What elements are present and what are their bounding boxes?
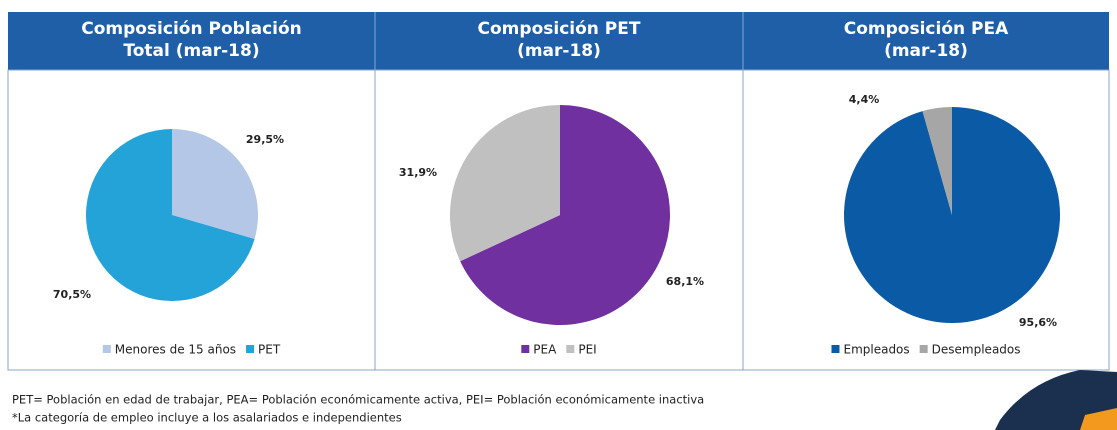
legend-label: PEA — [533, 343, 557, 357]
panel-title: (mar-18) — [884, 41, 968, 61]
legend-label: Empleados — [843, 343, 909, 357]
value-label: 70,5% — [53, 288, 91, 301]
legend-label: PEI — [578, 343, 596, 357]
value-label: 4,4% — [849, 93, 880, 106]
panel-title: Total (mar-18) — [123, 41, 259, 61]
legend-swatch — [521, 345, 530, 353]
value-label: 29,5% — [246, 133, 284, 146]
value-label: 95,6% — [1019, 316, 1057, 329]
panel-title: Composición Población — [81, 19, 302, 39]
panel-title: Composición PEA — [844, 19, 1009, 39]
pie-slice — [844, 107, 1060, 324]
header-bar — [8, 12, 1109, 70]
panel-title: Composición PET — [478, 19, 641, 39]
legend-swatch — [102, 345, 111, 353]
legend-swatch — [566, 345, 575, 353]
legend-swatch — [919, 345, 928, 353]
legend-swatch — [246, 345, 255, 353]
pie-slice — [460, 105, 671, 326]
pie-slice — [450, 105, 560, 262]
pie-slice — [86, 129, 255, 301]
decor-shape — [1080, 408, 1117, 430]
legend-label: Menores de 15 años — [115, 343, 236, 357]
note: *La categoría de empleo incluye a los as… — [12, 411, 402, 425]
pie-slice — [172, 129, 258, 239]
panel-title: (mar-18) — [517, 41, 601, 61]
legend-label: Desempleados — [932, 343, 1021, 357]
legend-label: PET — [258, 343, 281, 357]
value-label: 68,1% — [666, 275, 704, 288]
pie-slice — [922, 107, 952, 215]
note: PET= Población en edad de trabajar, PEA=… — [12, 393, 704, 407]
legend-swatch — [831, 345, 840, 353]
value-label: 31,9% — [399, 166, 437, 179]
